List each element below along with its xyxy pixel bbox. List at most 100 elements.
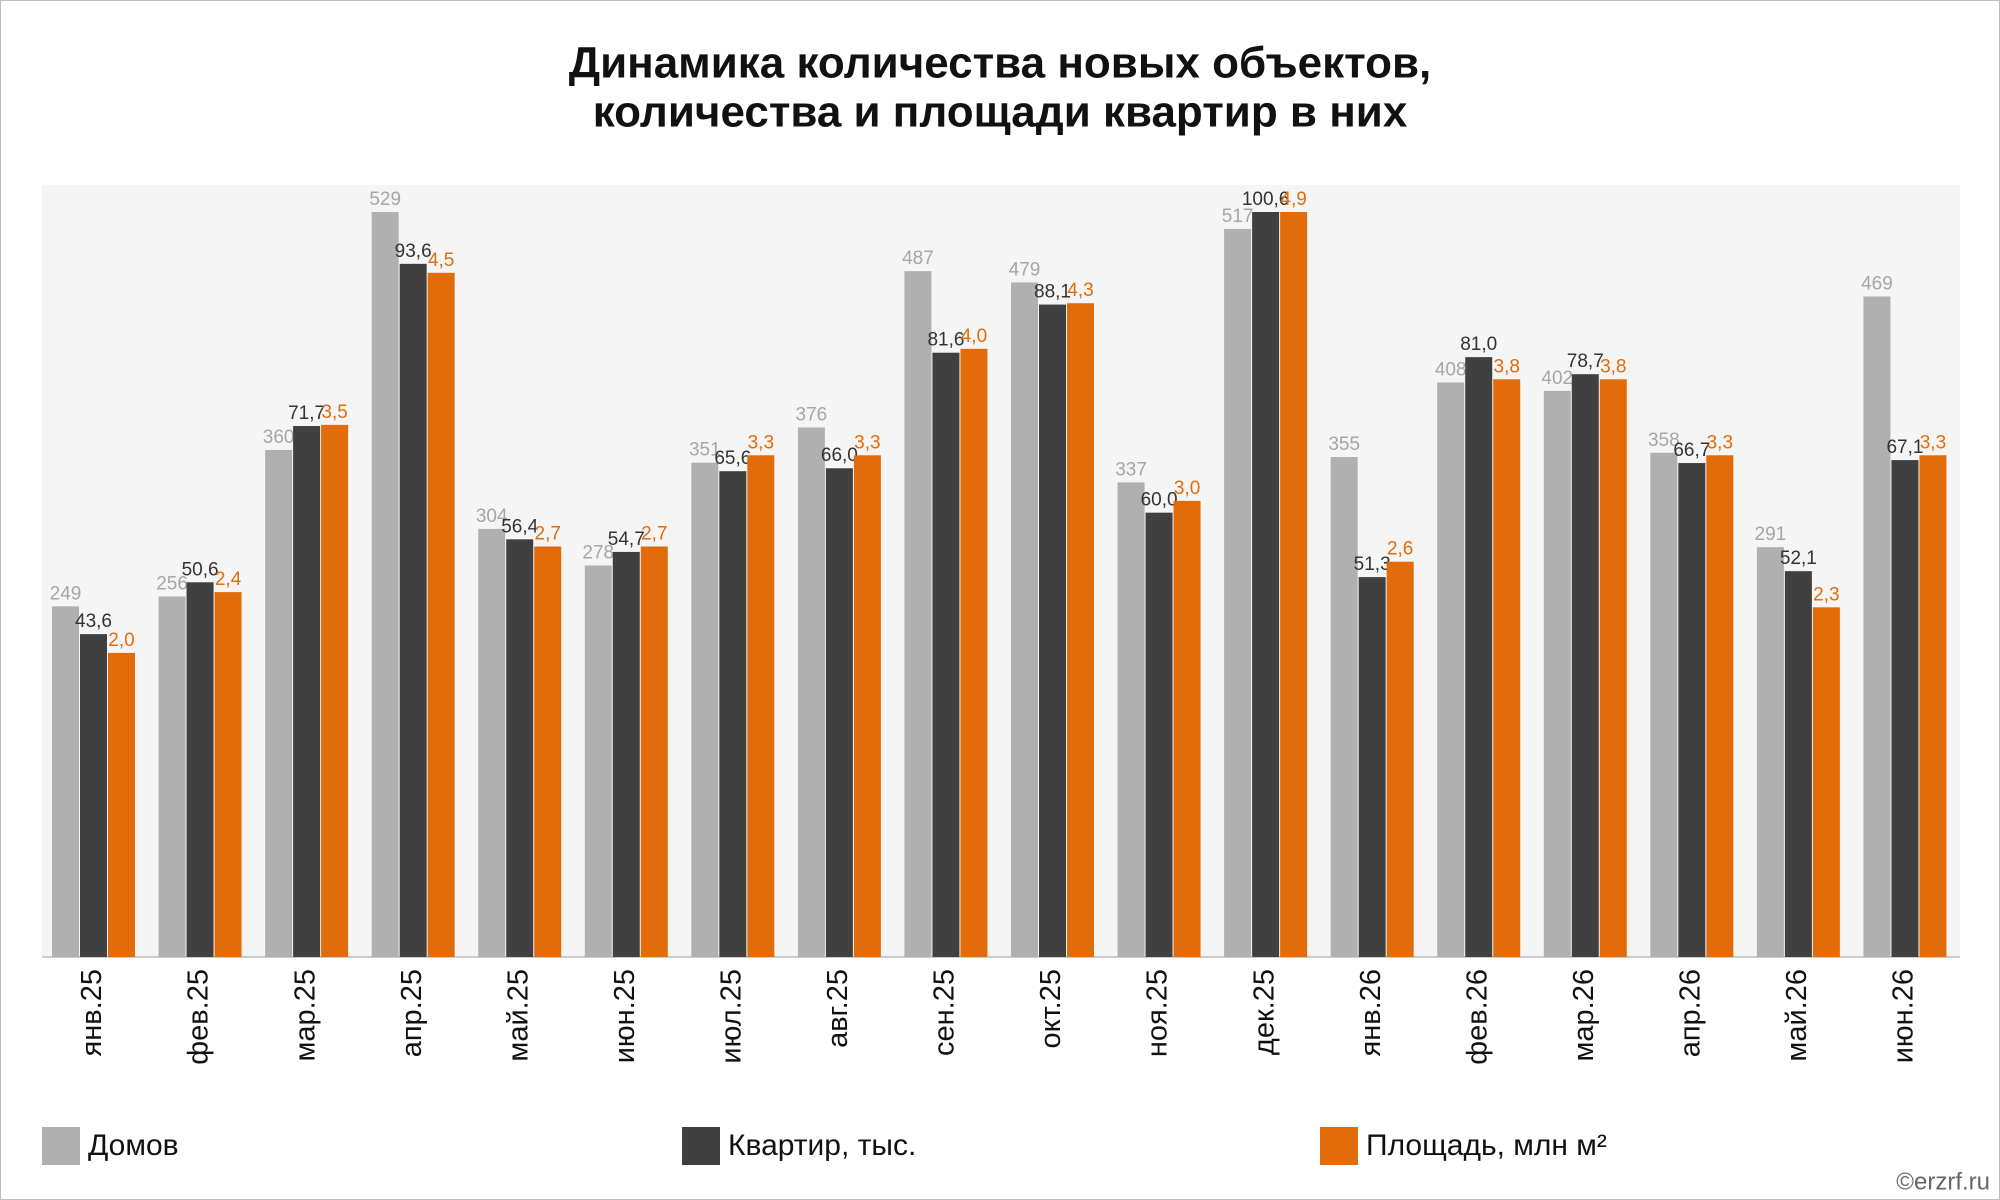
bar: [1252, 212, 1280, 957]
data-label: 3,3: [748, 432, 774, 453]
bar: [1067, 303, 1094, 957]
data-label: 2,3: [1813, 584, 1839, 605]
data-label: 60,0: [1141, 490, 1178, 511]
data-label: 2,7: [641, 524, 667, 545]
data-label: 2,0: [108, 630, 134, 651]
x-tick-label: авг.25: [822, 969, 854, 1048]
bar: [747, 455, 775, 957]
bar: [1493, 379, 1521, 958]
bar: [534, 546, 562, 957]
data-label: 4,9: [1280, 189, 1306, 210]
bar: [158, 596, 186, 957]
bar: [478, 528, 506, 957]
bar: [904, 271, 932, 957]
bar: [960, 348, 988, 957]
data-label: 291: [1755, 524, 1787, 545]
data-label: 2,6: [1387, 539, 1413, 560]
bar: [108, 652, 135, 957]
bar: [293, 426, 321, 957]
data-label: 51,3: [1354, 554, 1391, 575]
bar: [1330, 457, 1358, 957]
data-label: 3,0: [1174, 478, 1200, 499]
data-label: 4,0: [961, 326, 987, 347]
data-label: 358: [1648, 430, 1680, 451]
legend-label: Квартир, тыс.: [728, 1129, 916, 1162]
bar: [1437, 382, 1465, 957]
x-tick-label: сен.25: [929, 969, 961, 1056]
x-tick-label: май.26: [1781, 969, 1813, 1062]
bar: [1812, 607, 1840, 957]
data-label: 402: [1541, 368, 1573, 389]
legend-label: Площадь, млн м²: [1366, 1129, 1607, 1162]
data-label: 529: [369, 189, 401, 210]
chart-title: Динамика количества новых объектов,: [569, 39, 1432, 88]
bar: [1465, 357, 1493, 957]
data-label: 517: [1222, 206, 1254, 227]
bar: [932, 352, 960, 957]
bar: [1011, 282, 1038, 957]
data-label: 3,3: [1707, 432, 1733, 453]
data-label: 88,1: [1034, 282, 1071, 303]
bar: [1784, 571, 1812, 957]
bar: [399, 263, 427, 957]
data-label: 304: [476, 506, 508, 527]
bar: [1706, 455, 1734, 957]
bar: [1117, 482, 1145, 957]
bar: [427, 272, 455, 958]
bar: [371, 212, 399, 957]
data-label: 67,1: [1886, 437, 1923, 458]
data-label: 3,5: [321, 402, 347, 423]
data-label: 52,1: [1780, 548, 1817, 569]
bar: [1543, 390, 1571, 957]
bar: [1863, 296, 1891, 958]
bar: [612, 551, 640, 957]
x-tick-label: янв.25: [76, 969, 108, 1056]
plot-area: [42, 185, 1960, 957]
bar: [853, 455, 881, 957]
bar: [506, 539, 534, 957]
data-label: 81,0: [1460, 334, 1497, 355]
x-tick-label: дек.25: [1248, 969, 1280, 1055]
x-tick-label: июл.25: [715, 969, 747, 1064]
bar: [691, 462, 719, 957]
bar: [1756, 547, 1784, 957]
x-tick-label: апр.26: [1674, 969, 1706, 1057]
bar: [1145, 512, 1173, 957]
legend-swatch: [682, 1127, 720, 1165]
bar: [1173, 500, 1201, 957]
legend-label: Домов: [88, 1129, 179, 1162]
bar: [825, 468, 853, 957]
data-label: 256: [156, 573, 188, 594]
bar: [214, 592, 242, 957]
legend-swatch: [1320, 1127, 1358, 1165]
data-label: 54,7: [608, 529, 645, 550]
bar: [1386, 561, 1414, 957]
data-label: 66,0: [821, 445, 858, 466]
bar: [52, 606, 79, 957]
x-tick-label: окт.25: [1035, 969, 1067, 1049]
x-tick-label: фев.26: [1461, 969, 1493, 1065]
bar: [1678, 463, 1706, 957]
x-tick-label: июн.25: [609, 969, 641, 1063]
data-label: 93,6: [395, 241, 432, 262]
data-label: 3,8: [1494, 356, 1520, 377]
bar: [1650, 452, 1678, 957]
data-label: 3,3: [1920, 432, 1946, 453]
bar: [1599, 379, 1627, 958]
data-label: 351: [689, 440, 721, 461]
source: ©erzrf.ru: [1896, 1168, 1990, 1195]
data-label: 65,6: [714, 448, 751, 469]
data-label: 3,8: [1600, 356, 1626, 377]
data-label: 479: [1009, 259, 1041, 280]
x-tick-label: май.25: [502, 969, 534, 1062]
data-label: 56,4: [501, 516, 538, 537]
data-label: 278: [582, 543, 614, 564]
data-label: 469: [1861, 274, 1893, 295]
data-label: 408: [1435, 359, 1467, 380]
bar: [1280, 212, 1308, 957]
data-label: 50,6: [182, 559, 219, 580]
x-tick-label: фев.25: [183, 969, 215, 1065]
x-tick-label: апр.25: [396, 969, 428, 1057]
